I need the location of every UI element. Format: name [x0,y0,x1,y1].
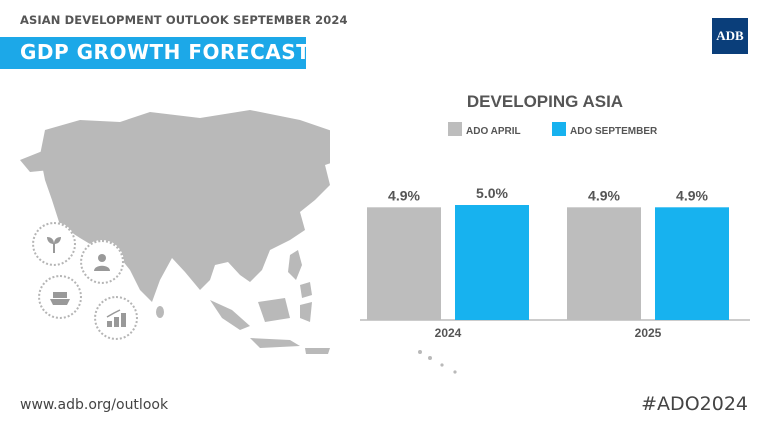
data-label-2025-april: 4.9% [588,187,620,203]
legend-swatch-april [448,122,462,136]
x-tick-label-2024: 2024 [435,326,462,340]
bar-2024-april [367,207,441,320]
legend-label-september: ADO SEPTEMBER [570,126,658,137]
bar-2025-april [567,207,641,320]
footer-hashtag: #ADO2024 [641,393,748,415]
x-tick-label-2025: 2025 [635,326,662,340]
data-label-2024-april: 4.9% [388,187,420,203]
legend-swatch-september [552,122,566,136]
plant-icon [32,222,76,266]
chart-title: DEVELOPING ASIA [467,92,623,111]
legend: ADO APRIL ADO SEPTEMBER [448,122,658,137]
data-label-2024-september: 5.0% [476,185,508,201]
bar-2024-september [455,205,529,320]
report-subtitle: ASIAN DEVELOPMENT OUTLOOK SEPTEMBER 2024 [20,13,348,27]
footer-url[interactable]: www.adb.org/outlook [20,397,169,413]
cargo-ship-icon [38,275,82,319]
gdp-bar-chart: DEVELOPING ASIA ADO APRIL ADO SEPTEMBER … [330,80,760,350]
growth-coins-icon [94,296,138,340]
person-icon [80,240,124,284]
legend-label-april: ADO APRIL [466,126,521,137]
data-label-2025-september: 4.9% [676,187,708,203]
page-title: GDP GROWTH FORECAST [20,40,311,64]
bar-2025-september [655,207,729,320]
title-banner [0,37,306,69]
adb-logo: ADB [712,18,748,54]
